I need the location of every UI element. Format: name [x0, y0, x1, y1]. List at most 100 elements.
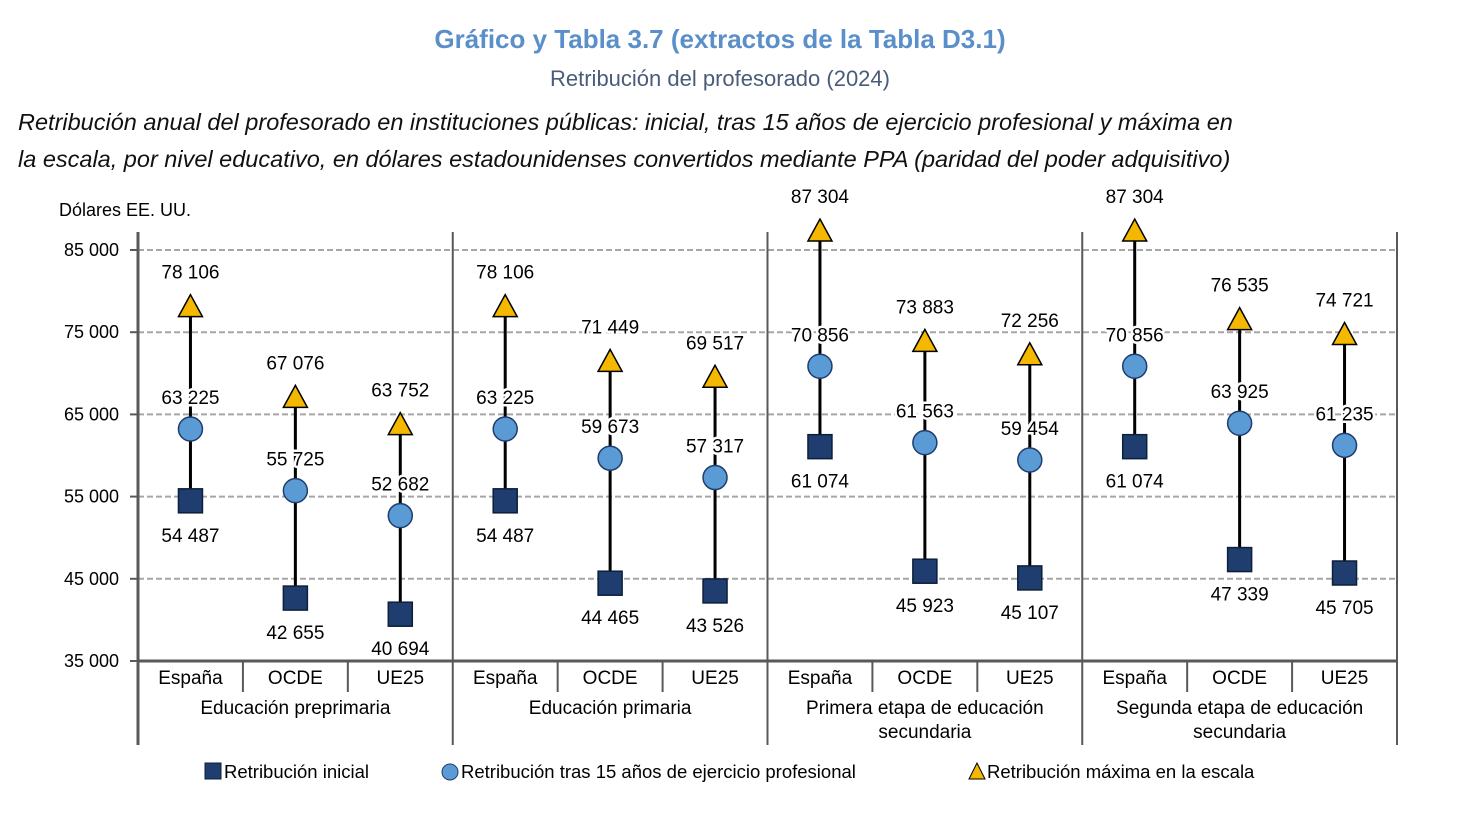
inicial-marker — [912, 558, 938, 584]
quince-data-label: 63 925 — [1211, 382, 1269, 403]
category-label: OCDE — [897, 668, 952, 689]
group-label: secundaria — [878, 722, 971, 743]
group-label: Educación preprimaria — [200, 698, 391, 719]
quince-marker — [1226, 410, 1253, 436]
maxima-marker — [387, 411, 414, 436]
maxima-marker — [596, 347, 624, 373]
maxima-marker — [911, 327, 939, 353]
maxima-marker — [701, 363, 729, 389]
maxima-marker — [491, 293, 519, 318]
maxima-data-label: 69 517 — [686, 333, 744, 354]
inicial-marker — [807, 433, 833, 460]
maxima-marker — [282, 383, 309, 409]
inicial-data-label: 42 655 — [266, 623, 324, 644]
category-label: OCDE — [1212, 668, 1267, 689]
category-label: UE25 — [1006, 668, 1054, 689]
inicial-marker — [1226, 546, 1253, 573]
inicial-data-label: 54 487 — [161, 526, 219, 547]
category-label: UE25 — [377, 668, 425, 689]
category-label: OCDE — [583, 668, 638, 689]
legend-circle-icon — [441, 763, 459, 781]
group-label: secundaria — [1193, 722, 1286, 743]
quince-data-label: 63 225 — [161, 388, 219, 409]
inicial-marker — [702, 578, 728, 604]
inicial-marker — [492, 488, 518, 514]
quince-data-label: 57 317 — [686, 437, 744, 458]
maxima-marker — [1016, 341, 1044, 366]
maxima-marker — [806, 217, 834, 242]
quince-marker — [1331, 432, 1358, 459]
inicial-data-label: 43 526 — [686, 616, 744, 637]
maxima-marker — [1121, 217, 1148, 242]
group-label: Primera etapa de educación — [806, 698, 1044, 719]
maxima-data-label: 78 106 — [161, 263, 219, 284]
y-tick-label: 65 000 — [64, 404, 119, 424]
inicial-data-label: 61 074 — [791, 472, 850, 493]
maxima-marker — [1226, 306, 1253, 331]
maxima-data-label: 73 883 — [896, 297, 954, 318]
inicial-marker — [597, 570, 623, 596]
legend-maxima-label: Retribución máxima en la escala — [987, 761, 1255, 782]
group-label: Educación primaria — [529, 698, 692, 719]
quince-marker — [807, 353, 833, 380]
chart-subtitle: Retribución del profesorado (2024) — [550, 66, 890, 91]
quince-marker — [177, 416, 204, 442]
y-tick-label: 45 000 — [64, 569, 119, 589]
group-label: Segunda etapa de educación — [1116, 698, 1363, 719]
description-line-2: la escala, por nivel educativo, en dólar… — [18, 146, 1231, 172]
quince-data-label: 70 856 — [1106, 325, 1164, 346]
quince-data-label: 61 563 — [896, 402, 954, 423]
quince-marker — [1121, 353, 1148, 380]
inicial-data-label: 61 074 — [1106, 472, 1165, 493]
quince-data-label: 61 235 — [1315, 404, 1373, 425]
y-axis-label: Dólares EE. UU. — [59, 200, 191, 220]
inicial-marker — [282, 585, 309, 611]
quince-marker — [912, 429, 938, 456]
description-line-1: Retribución anual del profesorado en ins… — [18, 109, 1233, 135]
inicial-marker — [1017, 565, 1043, 591]
inicial-data-label: 40 694 — [371, 639, 430, 660]
quince-data-label: 59 673 — [581, 417, 639, 438]
maxima-data-label: 87 304 — [1106, 187, 1165, 208]
quince-data-label: 52 682 — [371, 475, 429, 496]
quince-data-label: 70 856 — [791, 325, 849, 346]
maxima-data-label: 78 106 — [476, 263, 534, 284]
inicial-data-label: 45 923 — [896, 596, 954, 617]
maxima-data-label: 67 076 — [266, 353, 324, 374]
quince-data-label: 55 725 — [266, 450, 324, 471]
inicial-marker — [1121, 433, 1148, 460]
inicial-marker — [387, 601, 414, 627]
category-label: España — [1102, 668, 1167, 689]
chart-description: Retribución anual del profesorado en ins… — [18, 104, 1458, 178]
chart-title: Gráfico y Tabla 3.7 (extractos de la Tab… — [434, 24, 1006, 54]
quince-marker — [1017, 447, 1043, 473]
inicial-data-label: 47 339 — [1211, 585, 1269, 606]
category-label: España — [788, 668, 853, 689]
inicial-marker — [177, 488, 204, 514]
y-tick-label: 55 000 — [64, 487, 119, 507]
inicial-data-label: 45 107 — [1001, 603, 1059, 624]
maxima-data-label: 71 449 — [581, 317, 639, 338]
category-label: España — [158, 668, 223, 689]
maxima-data-label: 74 721 — [1315, 290, 1373, 311]
quince-marker — [492, 416, 518, 442]
inicial-data-label: 44 465 — [581, 608, 639, 629]
category-label: UE25 — [1321, 668, 1369, 689]
maxima-data-label: 76 535 — [1211, 276, 1269, 297]
legend-triangle-icon — [968, 761, 986, 780]
maxima-data-label: 72 256 — [1001, 311, 1059, 332]
quince-marker — [282, 477, 309, 504]
maxima-marker — [177, 293, 204, 318]
category-label: UE25 — [691, 668, 739, 689]
y-tick-label: 35 000 — [64, 651, 119, 671]
maxima-marker — [1331, 320, 1358, 346]
quince-data-label: 59 454 — [1001, 419, 1060, 440]
quince-marker — [597, 445, 623, 471]
y-tick-label: 85 000 — [64, 240, 119, 260]
maxima-data-label: 87 304 — [791, 187, 850, 208]
inicial-marker — [1331, 560, 1358, 586]
category-label: España — [473, 668, 538, 689]
y-tick-label: 75 000 — [64, 322, 119, 342]
inicial-data-label: 45 705 — [1315, 598, 1373, 619]
